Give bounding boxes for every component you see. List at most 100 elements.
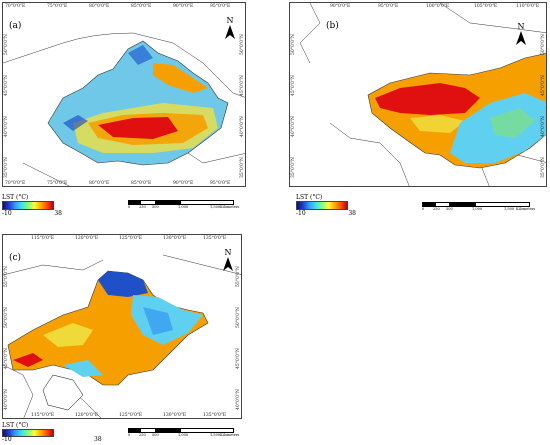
panel-label-c: (c): [9, 253, 22, 263]
north-label: N: [226, 16, 234, 25]
top-tick-b-0: 90°0'0"E: [330, 4, 351, 9]
right-tick-a-0: 50°0'0"N: [240, 34, 245, 55]
map-panel-b: (b) N 90°0'0"E 95°0'0"E 100°0'0"E 105°0'…: [289, 2, 547, 187]
top-tick-a-0: 70°0'0"E: [5, 4, 26, 9]
top-tick-c-4: 135°0'0"E: [203, 236, 227, 241]
left-tick-b-2: 40°0'0"N: [291, 116, 296, 137]
scale-unit: Kilometers: [220, 433, 240, 437]
lst-legend-a: LST (°C) -10 38: [2, 194, 62, 217]
scale-mark-0: 0: [422, 207, 425, 211]
north-label: N: [224, 248, 232, 257]
right-tick-b-0: 50°0'0"N: [541, 34, 546, 55]
map-b-canvas: [299, 3, 546, 186]
scale-unit: Kilometers: [516, 207, 536, 211]
scale-mark-1: 250: [433, 207, 440, 211]
bottom-tick-c-1: 120°0'0"E: [75, 413, 99, 418]
top-tick-b-3: 105°0'0"E: [474, 4, 498, 9]
scale-mark-1: 250: [139, 433, 146, 437]
legend-min: -10: [2, 210, 12, 217]
bottom-tick-c-3: 130°0'0"E: [163, 413, 187, 418]
map-panel-c: (c) N 115°0'0"E 120°0'0"E 125°0'0"E 130°…: [2, 234, 242, 419]
left-tick-b-3: 35°0'0"N: [291, 157, 296, 178]
left-tick-c-3: 40°0'0"N: [4, 389, 9, 410]
scale-mark-1: 250: [139, 205, 146, 209]
legend-title: LST (°C): [2, 194, 29, 201]
right-tick-c-1: 50°0'0"N: [236, 307, 241, 328]
scale-mark-3: 1,000: [178, 205, 189, 209]
right-tick-a-1: 45°0'0"N: [240, 75, 245, 96]
right-tick-b-3: 35°0'0"N: [541, 157, 546, 178]
right-tick-c-2: 45°0'0"N: [236, 348, 241, 369]
left-tick-c-1: 50°0'0"N: [4, 307, 9, 328]
top-tick-b-4: 110°0'0"E: [516, 4, 540, 9]
top-tick-a-5: 95°0'0"E: [210, 4, 231, 9]
scale-mark-2: 500: [152, 205, 159, 209]
top-tick-c-0: 115°0'0"E: [31, 236, 55, 241]
left-tick-a-1: 45°0'0"N: [4, 75, 9, 96]
left-tick-c-2: 45°0'0"N: [4, 348, 9, 369]
top-tick-c-3: 130°0'0"E: [163, 236, 187, 241]
north-arrow-b: N: [514, 23, 528, 45]
scalebar-c: 0 250 500 1,000 1,500 Kilometers: [128, 428, 239, 439]
scale-mark-3: 1,000: [178, 433, 189, 437]
top-tick-a-3: 85°0'0"E: [131, 4, 152, 9]
scale-mark-0: 0: [128, 205, 131, 209]
right-tick-b-2: 40°0'0"N: [541, 116, 546, 137]
scale-mark-4: 1,500: [210, 205, 221, 209]
scalebar-a: 0 250 500 1,000 1,500 Kilometers: [128, 200, 239, 211]
top-tick-c-2: 125°0'0"E: [119, 236, 143, 241]
scale-mark-4: 1,500: [210, 433, 221, 437]
lst-legend-b: LST (°C) -10 38: [296, 194, 356, 217]
bottom-tick-a-0: 70°0'0"E: [5, 181, 26, 186]
top-tick-a-4: 90°0'0"E: [173, 4, 194, 9]
bottom-tick-a-1: 75°0'0"E: [47, 181, 68, 186]
left-tick-b-0: 50°0'0"N: [291, 34, 296, 55]
scale-mark-2: 500: [152, 433, 159, 437]
lst-legend-c: LST (°C): [2, 422, 54, 437]
bottom-tick-c-0: 115°0'0"E: [31, 413, 55, 418]
legend-max-c: 38: [94, 436, 102, 443]
panel-label-a: (a): [9, 21, 22, 31]
map-c-canvas: [3, 254, 241, 418]
bottom-tick-c-2: 125°0'0"E: [119, 413, 143, 418]
left-tick-c-0: 55°0'0"N: [4, 266, 9, 287]
north-arrow-a: N: [223, 17, 237, 39]
north-arrow-icon: [225, 25, 235, 39]
north-label: N: [517, 22, 525, 31]
panel-label-b: (b): [326, 21, 339, 31]
legend-max: 38: [348, 210, 356, 217]
legend-max: 38: [54, 210, 62, 217]
legend-min-c: -10: [2, 436, 12, 443]
bottom-tick-c-4: 135°0'0"E: [203, 413, 227, 418]
right-tick-c-3: 40°0'0"N: [236, 389, 241, 410]
scalebar-b: 0 250 500 1,000 1,500 Kilometers: [422, 202, 535, 213]
top-tick-b-1: 95°0'0"E: [378, 4, 399, 9]
legend-title: LST (°C): [2, 422, 29, 429]
map-panel-a: (a) N 70°0'0"E 75°0'0"E 80°0'0"E 85°0'0"…: [2, 2, 246, 187]
top-tick-b-2: 100°0'0"E: [426, 4, 450, 9]
left-tick-a-2: 40°0'0"N: [4, 116, 9, 137]
north-arrow-icon: [516, 31, 526, 45]
coastal-outline-c: [42, 374, 84, 411]
left-tick-b-1: 45°0'0"N: [291, 75, 296, 96]
legend-title: LST (°C): [296, 194, 323, 201]
bottom-tick-a-4: 90°0'0"E: [173, 181, 194, 186]
scale-mark-0: 0: [128, 433, 131, 437]
scale-unit: Kilometers: [220, 205, 240, 209]
right-tick-b-1: 45°0'0"N: [541, 75, 546, 96]
bottom-tick-a-5: 95°0'0"E: [210, 181, 231, 186]
map-a-canvas: [3, 32, 245, 186]
right-tick-a-2: 40°0'0"N: [240, 116, 245, 137]
top-tick-a-2: 80°0'0"E: [89, 4, 110, 9]
north-arrow-c: N: [221, 249, 235, 271]
scale-mark-2: 500: [446, 207, 453, 211]
right-tick-a-3: 35°0'0"N: [240, 157, 245, 178]
bottom-tick-a-2: 80°0'0"E: [89, 181, 110, 186]
legend-color-ramp: [2, 201, 54, 210]
scale-mark-3: 1,000: [472, 207, 483, 211]
top-tick-c-1: 120°0'0"E: [75, 236, 99, 241]
legend-color-ramp: [2, 429, 54, 437]
right-tick-c-0: 55°0'0"N: [236, 266, 241, 287]
scale-mark-4: 1,500: [504, 207, 515, 211]
legend-min: -10: [296, 210, 306, 217]
